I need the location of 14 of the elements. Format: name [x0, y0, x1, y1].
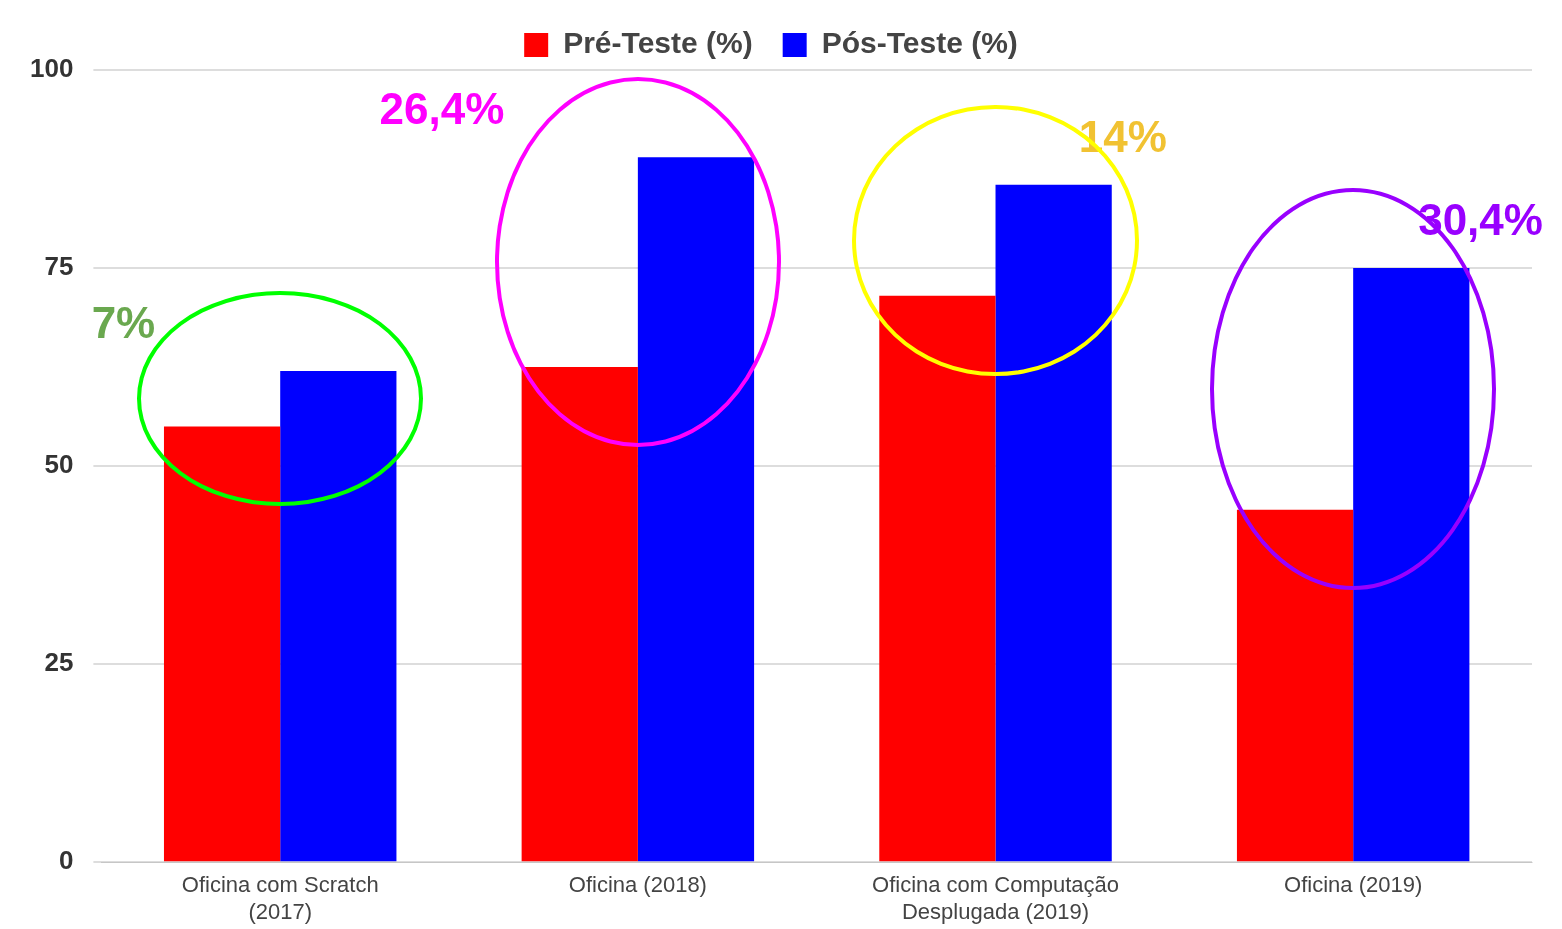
y-tick-label: 75: [44, 251, 74, 282]
y-tick-label: 25: [44, 647, 74, 678]
x-tick-label: Oficina (2019): [1284, 872, 1423, 898]
annotation: 7%: [91, 298, 156, 348]
legend-label: Pós-Teste (%): [821, 26, 1018, 60]
y-tick-label: 100: [29, 53, 74, 84]
x-tick-label: Oficina (2018): [568, 872, 707, 898]
y-tick-label: 0: [58, 845, 74, 876]
y-tick-label: 50: [44, 449, 74, 480]
x-tick-label: Oficina com Computação Desplugada (2019): [872, 872, 1120, 924]
annotation: 14%: [1078, 112, 1167, 162]
annotation: 26,4%: [379, 84, 505, 134]
x-tick-label: Oficina com Scratch (2017): [181, 872, 379, 924]
legend-label: Pré-Teste (%): [563, 26, 753, 60]
